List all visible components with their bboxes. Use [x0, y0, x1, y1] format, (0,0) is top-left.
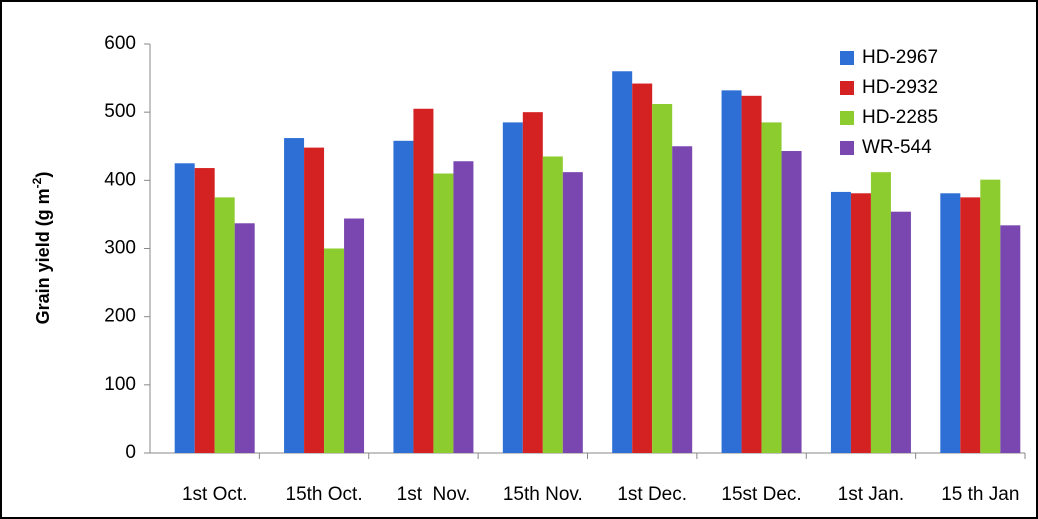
- bar: [234, 223, 255, 453]
- legend-swatch: [840, 51, 854, 65]
- x-tick-label: 1st Nov.: [397, 484, 471, 505]
- bar: [214, 197, 235, 453]
- y-tick-label: 400: [104, 169, 136, 190]
- bar: [1000, 225, 1021, 453]
- bar: [940, 193, 961, 453]
- y-tick-label: 200: [104, 306, 136, 327]
- bar: [324, 248, 345, 453]
- legend-label: WR-544: [862, 137, 932, 158]
- bar: [344, 218, 365, 453]
- y-tick-label: 100: [104, 374, 136, 395]
- y-tick-label: 300: [104, 238, 136, 259]
- bar: [284, 138, 305, 453]
- legend-swatch: [840, 141, 854, 155]
- bar: [870, 172, 891, 454]
- bar: [830, 191, 851, 453]
- legend-label: HD-2967: [862, 47, 938, 68]
- x-tick-label: 15th Nov.: [503, 484, 583, 505]
- legend-swatch: [840, 81, 854, 95]
- bar: [542, 156, 563, 453]
- x-tick-label: 1st Dec.: [617, 484, 687, 505]
- y-label-text: Grain yield (g m: [33, 188, 53, 324]
- y-tick-label: 500: [104, 101, 136, 122]
- bar: [761, 122, 782, 454]
- y-label-sup: -2: [30, 177, 44, 188]
- y-axis-label: Grain yield (g m-2): [30, 172, 53, 325]
- bar: [672, 146, 693, 453]
- bar: [562, 172, 583, 454]
- bar: [652, 103, 673, 453]
- x-tick-label: 15 th Jan: [941, 484, 1019, 505]
- bar: [413, 108, 434, 453]
- x-tick-label: 1st Jan.: [838, 484, 905, 505]
- bar: [781, 151, 802, 453]
- bar: [612, 71, 633, 454]
- bar: [980, 179, 1001, 453]
- bar: [174, 163, 195, 453]
- x-tick-label: 15th Oct.: [286, 484, 363, 505]
- bar: [960, 197, 981, 453]
- legend-swatch: [840, 111, 854, 125]
- bar: [433, 173, 454, 453]
- legend-label: HD-2285: [862, 107, 938, 128]
- bar: [304, 147, 325, 453]
- legend-label: HD-2932: [862, 77, 938, 98]
- bar: [721, 90, 742, 453]
- bar: [890, 211, 911, 453]
- bar: [522, 112, 543, 454]
- bar: [453, 161, 474, 453]
- bar: [850, 193, 871, 453]
- y-tick-label: 0: [125, 442, 136, 463]
- bar: [194, 168, 215, 453]
- y-tick-label: 600: [104, 33, 136, 54]
- bar: [393, 140, 414, 453]
- bar: [632, 83, 653, 453]
- x-tick-label: 15st Dec.: [721, 484, 801, 505]
- bar: [741, 95, 762, 453]
- x-tick-label: 1st Oct.: [182, 484, 247, 505]
- bar: [502, 122, 523, 454]
- y-label-end: ): [33, 172, 53, 178]
